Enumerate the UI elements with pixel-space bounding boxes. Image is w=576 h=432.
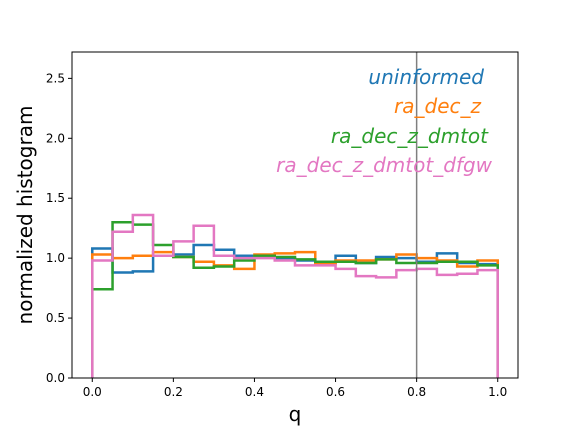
legend-entry-uninformed: uninformed	[368, 65, 484, 89]
y-axis-ticks: 0.0 0.5 1.0 1.5 2.0 2.5	[46, 71, 72, 385]
legend-entry-ra-dec-z: ra_dec_z	[394, 94, 481, 118]
y-tick-label: 1.5	[46, 191, 65, 205]
x-tick-label: 0.4	[245, 385, 264, 399]
x-axis-label: q	[289, 402, 302, 426]
y-tick-label: 0.0	[46, 371, 65, 385]
y-tick-label: 2.5	[46, 71, 65, 85]
x-tick-label: 0.0	[83, 385, 102, 399]
legend: uninformed ra_dec_z ra_dec_z_dmtot ra_de…	[276, 65, 493, 177]
y-tick-label: 2.0	[46, 131, 65, 145]
x-tick-label: 1.0	[488, 385, 507, 399]
legend-entry-ra-dec-z-dmtot: ra_dec_z_dmtot	[331, 124, 489, 148]
axes-frame	[71, 51, 519, 379]
x-tick-label: 0.6	[326, 385, 345, 399]
legend-entry-ra-dec-z-dmtot-dfgw: ra_dec_z_dmtot_dfgw	[276, 153, 493, 177]
y-axis-label: normalized histogram	[13, 106, 37, 325]
plot-area	[91, 52, 499, 378]
y-tick-label: 0.5	[46, 311, 65, 325]
histogram-series-ra-dec-z-dmtot-dfgw	[91, 213, 499, 378]
x-tick-label: 0.2	[164, 385, 183, 399]
x-tick-label: 0.8	[407, 385, 426, 399]
y-tick-label: 1.0	[46, 251, 65, 265]
x-axis-ticks: 0.0 0.2 0.4 0.6 0.8 1.0	[83, 378, 507, 399]
